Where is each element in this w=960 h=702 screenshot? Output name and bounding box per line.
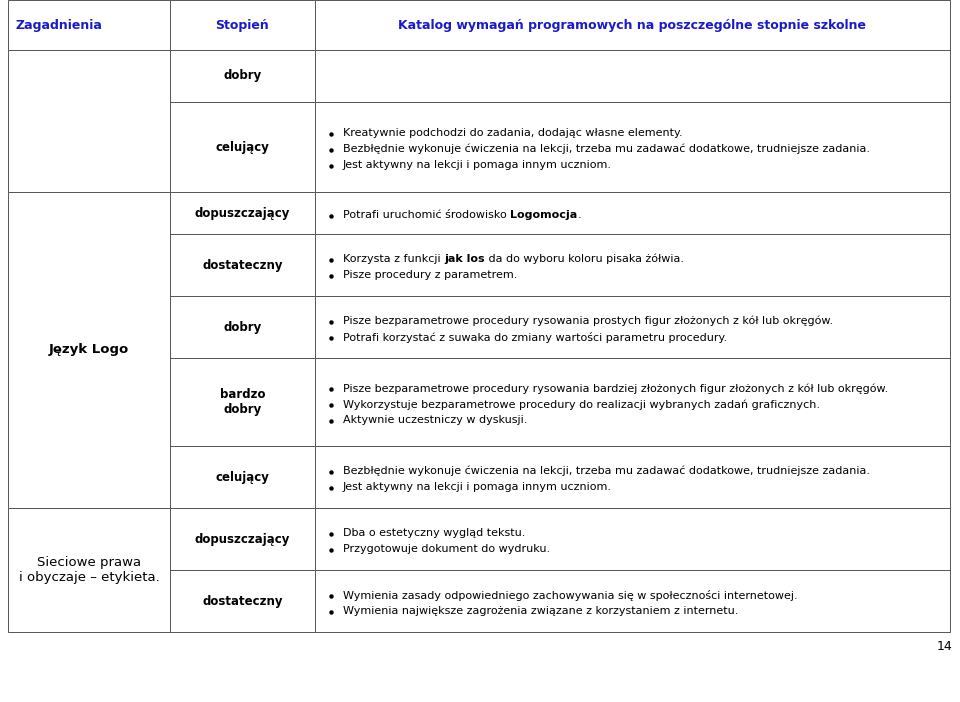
Bar	[170, 446, 315, 508]
Bar	[8, 50, 170, 192]
Text: Dba o estetyczny wygląd tekstu.: Dba o estetyczny wygląd tekstu.	[343, 528, 525, 538]
Text: Jest aktywny na lekcji i pomaga innym uczniom.: Jest aktywny na lekcji i pomaga innym uc…	[343, 160, 612, 170]
Bar	[315, 508, 950, 570]
Text: dobry: dobry	[224, 321, 262, 333]
Text: Zagadnienia: Zagadnienia	[16, 18, 103, 32]
Bar	[8, 508, 170, 632]
Text: bardzo
dobry: bardzo dobry	[220, 388, 265, 416]
Bar	[315, 102, 950, 192]
Text: Przygotowuje dokument do wydruku.: Przygotowuje dokument do wydruku.	[343, 544, 550, 554]
Text: Pisze procedury z parametrem.: Pisze procedury z parametrem.	[343, 270, 517, 280]
Bar	[315, 358, 950, 446]
Bar	[170, 296, 315, 358]
Bar	[315, 570, 950, 632]
Bar	[170, 192, 315, 234]
Text: Bezbłędnie wykonuje ćwiczenia na lekcji, trzeba mu zadawać dodatkowe, trudniejsz: Bezbłędnie wykonuje ćwiczenia na lekcji,…	[343, 466, 870, 477]
Text: dopuszczający: dopuszczający	[195, 206, 290, 220]
Text: Sieciowe prawa
i obyczaje – etykieta.: Sieciowe prawa i obyczaje – etykieta.	[18, 556, 159, 584]
Bar	[315, 0, 950, 50]
Text: Pisze bezparametrowe procedury rysowania bardziej złożonych figur złożonych z kó: Pisze bezparametrowe procedury rysowania…	[343, 383, 888, 394]
Text: Stopień: Stopień	[216, 18, 270, 32]
Bar	[315, 192, 950, 234]
Bar	[170, 570, 315, 632]
Text: 14: 14	[936, 640, 952, 653]
Text: Potrafi korzystać z suwaka do zmiany wartości parametru procedury.: Potrafi korzystać z suwaka do zmiany war…	[343, 332, 727, 343]
Text: Kreatywnie podchodzi do zadania, dodając własne elementy.: Kreatywnie podchodzi do zadania, dodając…	[343, 128, 683, 138]
Text: dopuszczający: dopuszczający	[195, 533, 290, 545]
Bar	[170, 102, 315, 192]
Bar	[8, 192, 170, 508]
Text: Jest aktywny na lekcji i pomaga innym uczniom.: Jest aktywny na lekcji i pomaga innym uc…	[343, 482, 612, 492]
Bar	[170, 234, 315, 296]
Text: Potrafi uruchomić środowisko: Potrafi uruchomić środowisko	[343, 210, 511, 220]
Bar	[315, 446, 950, 508]
Text: Wykorzystuje bezparametrowe procedury do realizacji wybranych zadań graficznych.: Wykorzystuje bezparametrowe procedury do…	[343, 399, 820, 409]
Text: Bezbłędnie wykonuje ćwiczenia na lekcji, trzeba mu zadawać dodatkowe, trudniejsz: Bezbłędnie wykonuje ćwiczenia na lekcji,…	[343, 144, 870, 154]
Bar	[315, 296, 950, 358]
Text: Wymienia największe zagrożenia związane z korzystaniem z internetu.: Wymienia największe zagrożenia związane …	[343, 606, 738, 616]
Text: celujący: celujący	[216, 140, 270, 154]
Bar	[170, 0, 315, 50]
Bar	[8, 0, 170, 50]
Text: dobry: dobry	[224, 69, 262, 83]
Text: jak los: jak los	[444, 254, 485, 264]
Text: celujący: celujący	[216, 470, 270, 484]
Bar	[170, 508, 315, 570]
Text: Logomocja: Logomocja	[511, 210, 578, 220]
Bar	[170, 50, 315, 102]
Text: dostateczny: dostateczny	[203, 595, 283, 607]
Bar	[315, 50, 950, 102]
Text: dostateczny: dostateczny	[203, 258, 283, 272]
Text: da do wyboru koloru pisaka żółwia.: da do wyboru koloru pisaka żółwia.	[485, 254, 684, 265]
Text: Korzysta z funkcji: Korzysta z funkcji	[343, 254, 444, 264]
Text: .: .	[578, 210, 581, 220]
Text: Aktywnie uczestniczy w dyskusji.: Aktywnie uczestniczy w dyskusji.	[343, 415, 527, 425]
Bar	[170, 358, 315, 446]
Text: Język Logo: Język Logo	[49, 343, 130, 357]
Text: Katalog wymagań programowych na poszczególne stopnie szkolne: Katalog wymagań programowych na poszczeg…	[398, 18, 867, 32]
Text: Pisze bezparametrowe procedury rysowania prostych figur złożonych z kół lub okrę: Pisze bezparametrowe procedury rysowania…	[343, 316, 833, 326]
Bar	[315, 234, 950, 296]
Text: Wymienia zasady odpowiedniego zachowywania się w społeczności internetowej.: Wymienia zasady odpowiedniego zachowywan…	[343, 590, 798, 601]
